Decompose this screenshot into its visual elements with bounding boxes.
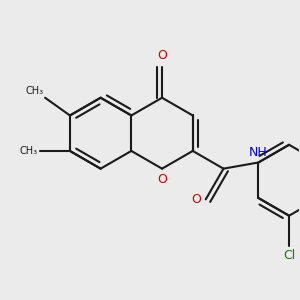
Text: O: O — [157, 49, 167, 62]
Text: CH₃: CH₃ — [25, 86, 43, 96]
Text: O: O — [157, 173, 167, 186]
Text: O: O — [192, 193, 202, 206]
Text: CH₃: CH₃ — [20, 146, 38, 156]
Text: Cl: Cl — [283, 249, 295, 262]
Text: NH: NH — [249, 146, 268, 159]
